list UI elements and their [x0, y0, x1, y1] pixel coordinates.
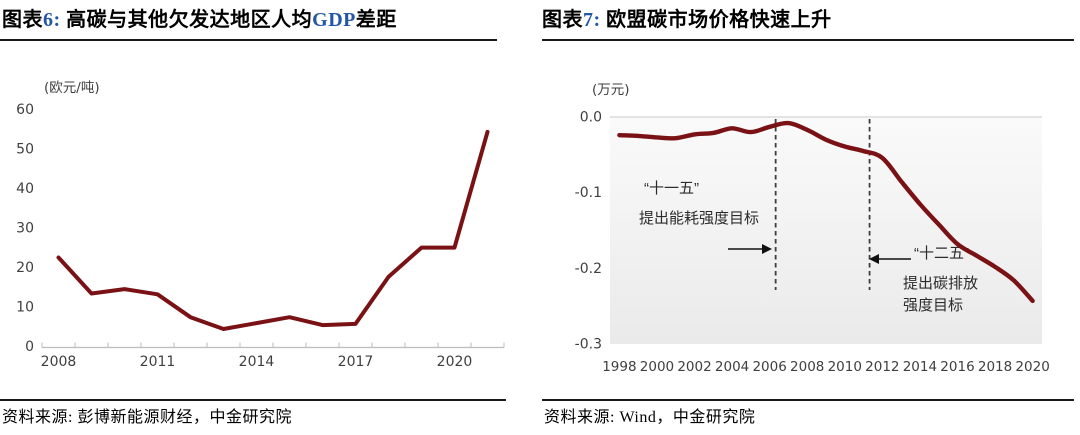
title-segment: 6:	[43, 9, 67, 31]
annotation-text: “十二五”	[914, 245, 969, 262]
figure6-source: 资料来源: 彭博新能源财经，中金研究院	[2, 409, 292, 426]
annotation-text: 强度目标	[903, 297, 963, 314]
y-tick-label: 30	[16, 221, 34, 237]
annotation-text: “十一五”	[644, 180, 699, 197]
carbon-intensity-data-line	[617, 120, 1035, 304]
x-tick-label: 2012	[865, 359, 899, 375]
title-segment: 欧盟碳市场价格快速上升	[606, 9, 832, 31]
figure7-title: 图表7: 欧盟碳市场价格快速上升	[542, 7, 832, 33]
y-tick-label: -0.3	[575, 337, 602, 353]
arrow-right-head-icon	[762, 244, 772, 254]
y-tick-label: 50	[16, 142, 34, 158]
arrow-left-head-icon	[869, 254, 879, 264]
figure6-source-rule	[0, 399, 506, 401]
annotation-text: 提出碳排放	[903, 275, 978, 292]
x-tick-label: 2016	[940, 359, 974, 375]
x-tick-label: 2011	[140, 354, 176, 370]
x-tick-label: 2010	[828, 359, 862, 375]
x-tick-label: 2020	[437, 354, 473, 370]
y-tick-label: -0.2	[575, 261, 602, 277]
plot-area	[610, 117, 1042, 344]
title-segment: 图表	[2, 9, 43, 31]
x-tick-label: 2014	[239, 354, 275, 370]
y-tick-label: -0.1	[575, 185, 602, 201]
figure6-panel: 图表6: 高碳与其他欠发达地区人均GDP差距 (欧元/吨) 0 10 20 30 40 50…	[0, 7, 506, 426]
title-segment: 差距	[355, 9, 397, 31]
x-tick-label: 2002	[677, 359, 711, 375]
title-segment: 7:	[583, 9, 607, 31]
y-tick-label: 0.0	[580, 110, 602, 126]
title-segment: 高碳与其他欠发达地区人均	[66, 9, 313, 31]
figure7-title-rule	[542, 39, 1074, 41]
x-tick-label: 2020	[1015, 359, 1049, 375]
y-axis-unit-label: (欧元/吨)	[44, 80, 100, 96]
y-axis-unit-label: (万元)	[592, 82, 630, 98]
x-tick-label: 2004	[715, 359, 749, 375]
title-segment: 图表	[542, 9, 583, 31]
x-tick-label: 2008	[41, 354, 77, 370]
figure7-source-rule	[542, 399, 1074, 401]
figure6-title-rule	[0, 39, 497, 41]
x-tick-label: 2014	[903, 359, 937, 375]
y-tick-label: 10	[16, 300, 34, 316]
title-segment: GDP	[312, 9, 356, 31]
annotation-text: 提出能耗强度目标	[639, 210, 759, 227]
figure7-panel: 图表7: 欧盟碳市场价格快速上升 (万元) 0.0 -0.1 -0.2 -0.3 1998…	[540, 0, 1080, 435]
x-tick-label: 1998	[602, 359, 636, 375]
y-tick-label: 60	[16, 102, 34, 118]
x-tick-label: 2000	[640, 359, 674, 375]
gdp-gap-data-line	[56, 129, 490, 331]
x-tick-label: 2017	[338, 354, 374, 370]
figure7-source: 资料来源: Wind，中金研究院	[544, 409, 756, 426]
y-tick-label: 20	[16, 260, 34, 276]
figure6-line-chart: (欧元/吨) 0 10 20 30 40 50 60 2008 2011 2014 2017 2020	[16, 80, 505, 370]
y-tick-label: 40	[16, 181, 34, 197]
x-tick-label: 2006	[752, 359, 786, 375]
x-tick-label: 2018	[978, 359, 1012, 375]
y-tick-label: 0	[25, 339, 34, 355]
figure6-title: 图表6: 高碳与其他欠发达地区人均GDP差距	[2, 7, 397, 33]
x-tick-label: 2008	[790, 359, 824, 375]
